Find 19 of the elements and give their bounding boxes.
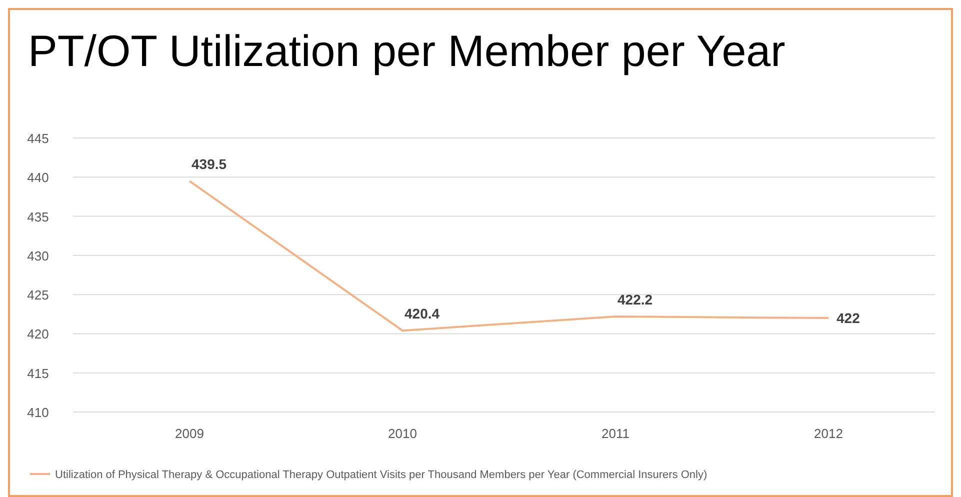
data-label: 439.5: [192, 156, 227, 172]
y-tick-label: 410: [27, 405, 49, 420]
y-tick-label: 425: [27, 288, 49, 303]
y-tick-label: 420: [27, 326, 49, 342]
x-tick-label: 2011: [602, 426, 630, 441]
x-tick-label: 2012: [814, 426, 843, 441]
y-tick-label: 415: [27, 366, 49, 381]
y-tick-label: 435: [27, 209, 49, 224]
y-tick-label: 440: [27, 170, 49, 186]
x-tick-label: 2010: [388, 426, 417, 441]
x-tick-label: 2009: [175, 426, 204, 441]
data-label: 422: [836, 310, 860, 326]
legend-label: Utilization of Physical Therapy & Occupational Therapy Outpatient Visits per Thousand Members per Year (Commercial Insurers Only): [55, 469, 708, 481]
data-label: 422.2: [618, 291, 653, 308]
data-label: 420.4: [404, 306, 440, 322]
line-series: [188, 180, 830, 332]
y-tick-label: 445: [27, 131, 49, 146]
y-tick-label: 430: [27, 248, 49, 264]
chart-title: PT/OT Utilization per Member per Year: [28, 27, 786, 76]
